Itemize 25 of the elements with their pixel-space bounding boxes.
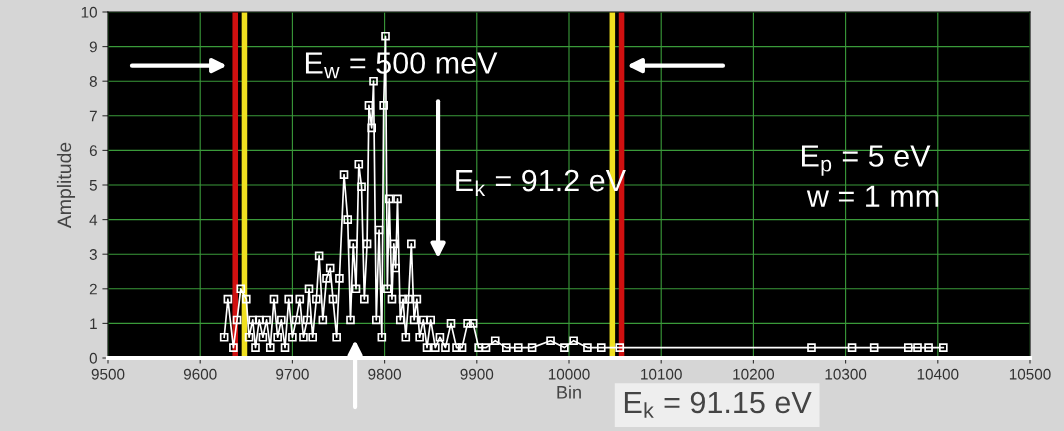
x-tick-label: 10200 [733, 368, 775, 380]
y-axis-title: Amplitude [56, 142, 76, 229]
x-tick-label: 10400 [917, 368, 959, 380]
y-tick-label: 6 [89, 145, 97, 157]
x-tick-label: 10500 [1009, 368, 1051, 380]
y-tick-label: 0 [89, 352, 97, 364]
x-tick-label: 9900 [460, 368, 494, 380]
y-tick-label: 1 [90, 318, 97, 329]
x-tick-label: 10000 [548, 368, 590, 380]
y-tick-label: 4 [89, 214, 98, 226]
x-tick-label: 9600 [183, 368, 217, 380]
y-tick-label: 8 [89, 76, 97, 87]
y-tick-label: 10 [81, 6, 97, 18]
y-tick-label: 5 [89, 180, 97, 191]
x-axis-title: Bin [557, 385, 581, 399]
y-tick-label: 7 [89, 110, 97, 122]
y-tick-label: 3 [89, 249, 97, 260]
x-tick-label: 9800 [368, 368, 401, 380]
y-tick-label: 9 [89, 41, 97, 53]
x-tick-label: 10100 [641, 368, 682, 380]
text: E$_{k}$ = 91.15 eV [624, 391, 812, 418]
x-tick-label: 9500 [91, 368, 125, 380]
x-tick-label: 9700 [276, 368, 309, 380]
x-tick-label: 10300 [825, 368, 867, 380]
y-tick-label: 2 [89, 283, 97, 295]
